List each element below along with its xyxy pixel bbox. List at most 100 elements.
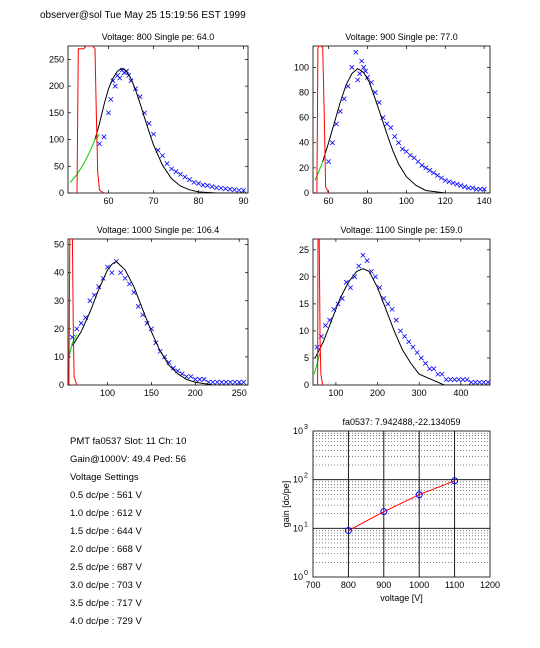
data-point-marker: [464, 377, 470, 383]
plot-title: Voltage: 800 Single pe: 64.0: [102, 32, 215, 42]
data-point-marker: [468, 379, 474, 385]
gain-y-axis-label: gain [dc/pe]: [281, 481, 291, 528]
data-point-marker: [423, 165, 429, 171]
y-tick-label: 15: [299, 299, 309, 309]
data-point-marker: [454, 181, 460, 187]
y-tick-label: 60: [299, 113, 309, 123]
data-point-marker: [397, 328, 403, 334]
pedestal-curve: [68, 239, 78, 385]
data-point-marker: [169, 166, 174, 172]
plot-frame: [312, 45, 491, 194]
data-point-marker: [126, 281, 132, 287]
x-tick-label: 900: [376, 580, 391, 590]
data-point-marker: [236, 187, 242, 193]
x-tick-label: 1100: [445, 580, 464, 590]
data-point-marker: [232, 379, 238, 385]
gain-x-axis-label: voltage [V]: [380, 593, 423, 603]
plot-title: Voltage: 900 Single pe: 77.0: [345, 32, 458, 42]
data-point-marker: [376, 100, 382, 106]
data-point-marker: [431, 170, 437, 176]
data-point-marker: [106, 110, 111, 116]
data-point-marker: [78, 320, 84, 326]
data-point-marker: [214, 185, 219, 191]
page-header: observer@sol Tue May 25 15:19:56 EST 199…: [40, 10, 246, 21]
y-tick-label: 20: [299, 272, 309, 282]
data-point-marker: [223, 186, 228, 192]
x-tick-label: 100: [100, 388, 115, 398]
data-point-marker: [442, 177, 448, 183]
data-point-marker: [410, 344, 416, 350]
plot-area: [313, 239, 490, 385]
data-point-marker: [122, 275, 128, 281]
data-point-marker: [384, 121, 390, 127]
y-tick-label: 200: [49, 81, 64, 91]
data-point-marker: [450, 180, 456, 186]
data-point-marker: [392, 133, 398, 139]
voltage-setting: 3.5 dc/pe : 717 V: [70, 598, 142, 609]
y-tick-label: 0: [59, 380, 64, 390]
data-point-marker: [227, 186, 233, 192]
data-point-marker: [359, 58, 365, 64]
plot-area: [68, 239, 247, 385]
data-point-marker: [135, 303, 141, 309]
data-point-marker: [466, 185, 472, 191]
data-point-marker: [360, 252, 366, 258]
data-point-marker: [438, 175, 444, 181]
pedestal-curve: [317, 239, 324, 385]
data-point-marker: [357, 71, 363, 77]
voltage-setting: 0.5 dc/pe : 561 V: [70, 490, 142, 501]
plot-title: Voltage: 1000 Single pe: 106.4: [97, 225, 220, 235]
y-tick-label: 20: [54, 324, 64, 334]
x-tick-label: 200: [370, 388, 385, 398]
y-tick-label: 250: [49, 54, 64, 64]
y-tick-label: 40: [54, 268, 64, 278]
data-point-marker: [447, 377, 453, 383]
data-point-marker: [323, 323, 328, 329]
data-point-marker: [402, 333, 408, 339]
data-point-marker: [372, 274, 378, 280]
plot-frame: [67, 238, 249, 386]
data-point-marker: [389, 306, 395, 312]
y-tick-label: 50: [54, 161, 64, 171]
gain-data-point: [415, 491, 423, 499]
data-point-marker: [218, 185, 224, 191]
y-tick-label: 10: [293, 572, 303, 582]
data-point-marker: [191, 179, 197, 185]
data-point-marker: [427, 366, 433, 372]
y-tick-label: 50: [54, 240, 64, 250]
pedestal-curve: [76, 46, 105, 193]
y-tick-exponent: 1: [304, 521, 308, 528]
data-point-marker: [439, 371, 445, 377]
data-point-marker: [477, 379, 483, 385]
pmt-info: PMT fa0537 Slot: 11 Ch: 10: [70, 436, 187, 447]
data-point-marker: [97, 141, 102, 147]
data-point-marker: [385, 301, 391, 307]
x-tick-label: 70: [148, 196, 158, 206]
data-point-marker: [192, 376, 198, 382]
gain-data-point: [344, 527, 352, 535]
voltage-setting: 2.5 dc/pe : 687 V: [70, 562, 142, 573]
fit-curve: [94, 67, 244, 193]
data-point-marker: [388, 125, 394, 131]
data-point-marker: [470, 185, 475, 191]
data-point-marker: [353, 49, 359, 55]
data-point-marker: [241, 379, 247, 385]
x-tick-label: 800: [341, 580, 356, 590]
data-point-marker: [418, 355, 424, 361]
data-point-marker: [431, 366, 437, 372]
data-point-marker: [472, 379, 478, 385]
x-tick-label: 1200: [480, 580, 500, 590]
data-point-marker: [214, 379, 220, 385]
data-point-marker: [227, 379, 233, 385]
data-point-marker: [121, 70, 127, 76]
data-point-marker: [164, 161, 170, 167]
data-point-marker: [109, 270, 115, 276]
data-point-marker: [393, 317, 399, 323]
data-point-marker: [407, 152, 413, 158]
data-point-marker: [197, 376, 203, 382]
y-tick-label: 0: [304, 188, 309, 198]
y-tick-label: 5: [304, 353, 309, 363]
plot-frame: [312, 238, 491, 386]
x-tick-label: 100: [328, 388, 343, 398]
data-point-marker: [151, 131, 156, 137]
